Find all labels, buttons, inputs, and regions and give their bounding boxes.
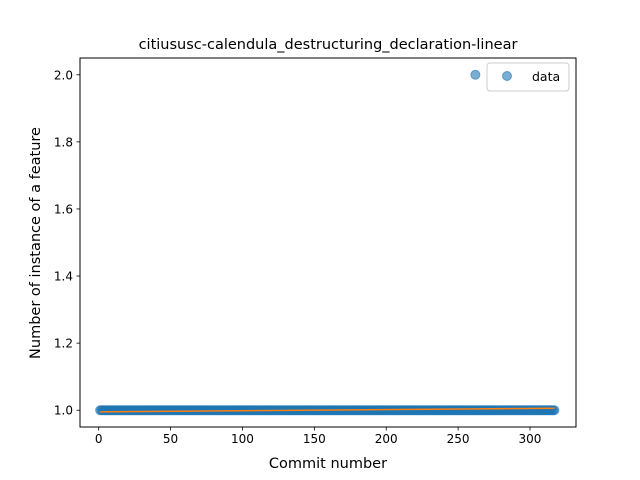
legend-box [486,62,570,92]
y-tick-label: 1.2 [54,337,73,351]
x-tick-label: 0 [95,432,103,446]
y-axis-ticks: 1.0 1.2 1.4 1.6 1.8 2.0 [54,68,80,418]
legend-marker-data [502,71,512,81]
legend: data [486,62,570,92]
y-tick-label: 1.8 [54,135,73,149]
trend-line [100,407,555,413]
x-axis-label: Commit number [269,456,387,472]
data-point [470,69,481,80]
x-tick-label: 50 [163,432,178,446]
x-tick-label: 150 [303,432,326,446]
x-tick-label: 200 [375,432,398,446]
y-tick-label: 1.0 [54,404,73,418]
y-axis-label: Number of instance of a feature [28,127,44,359]
x-tick-label: 250 [447,432,470,446]
y-tick-label: 1.4 [54,270,73,284]
y-tick-label: 1.6 [54,202,73,216]
legend-label-data: data [532,69,560,84]
data-point [549,405,560,416]
chart-title: citiususc-calendula_destructuring_declar… [139,37,518,53]
y-tick-label: 2.0 [54,68,73,82]
x-tick-label: 100 [231,432,254,446]
axes-frame [79,57,577,428]
x-tick-label: 300 [519,432,542,446]
x-axis-ticks: 0 50 100 150 200 250 300 [95,427,542,446]
plot-area [95,69,560,416]
